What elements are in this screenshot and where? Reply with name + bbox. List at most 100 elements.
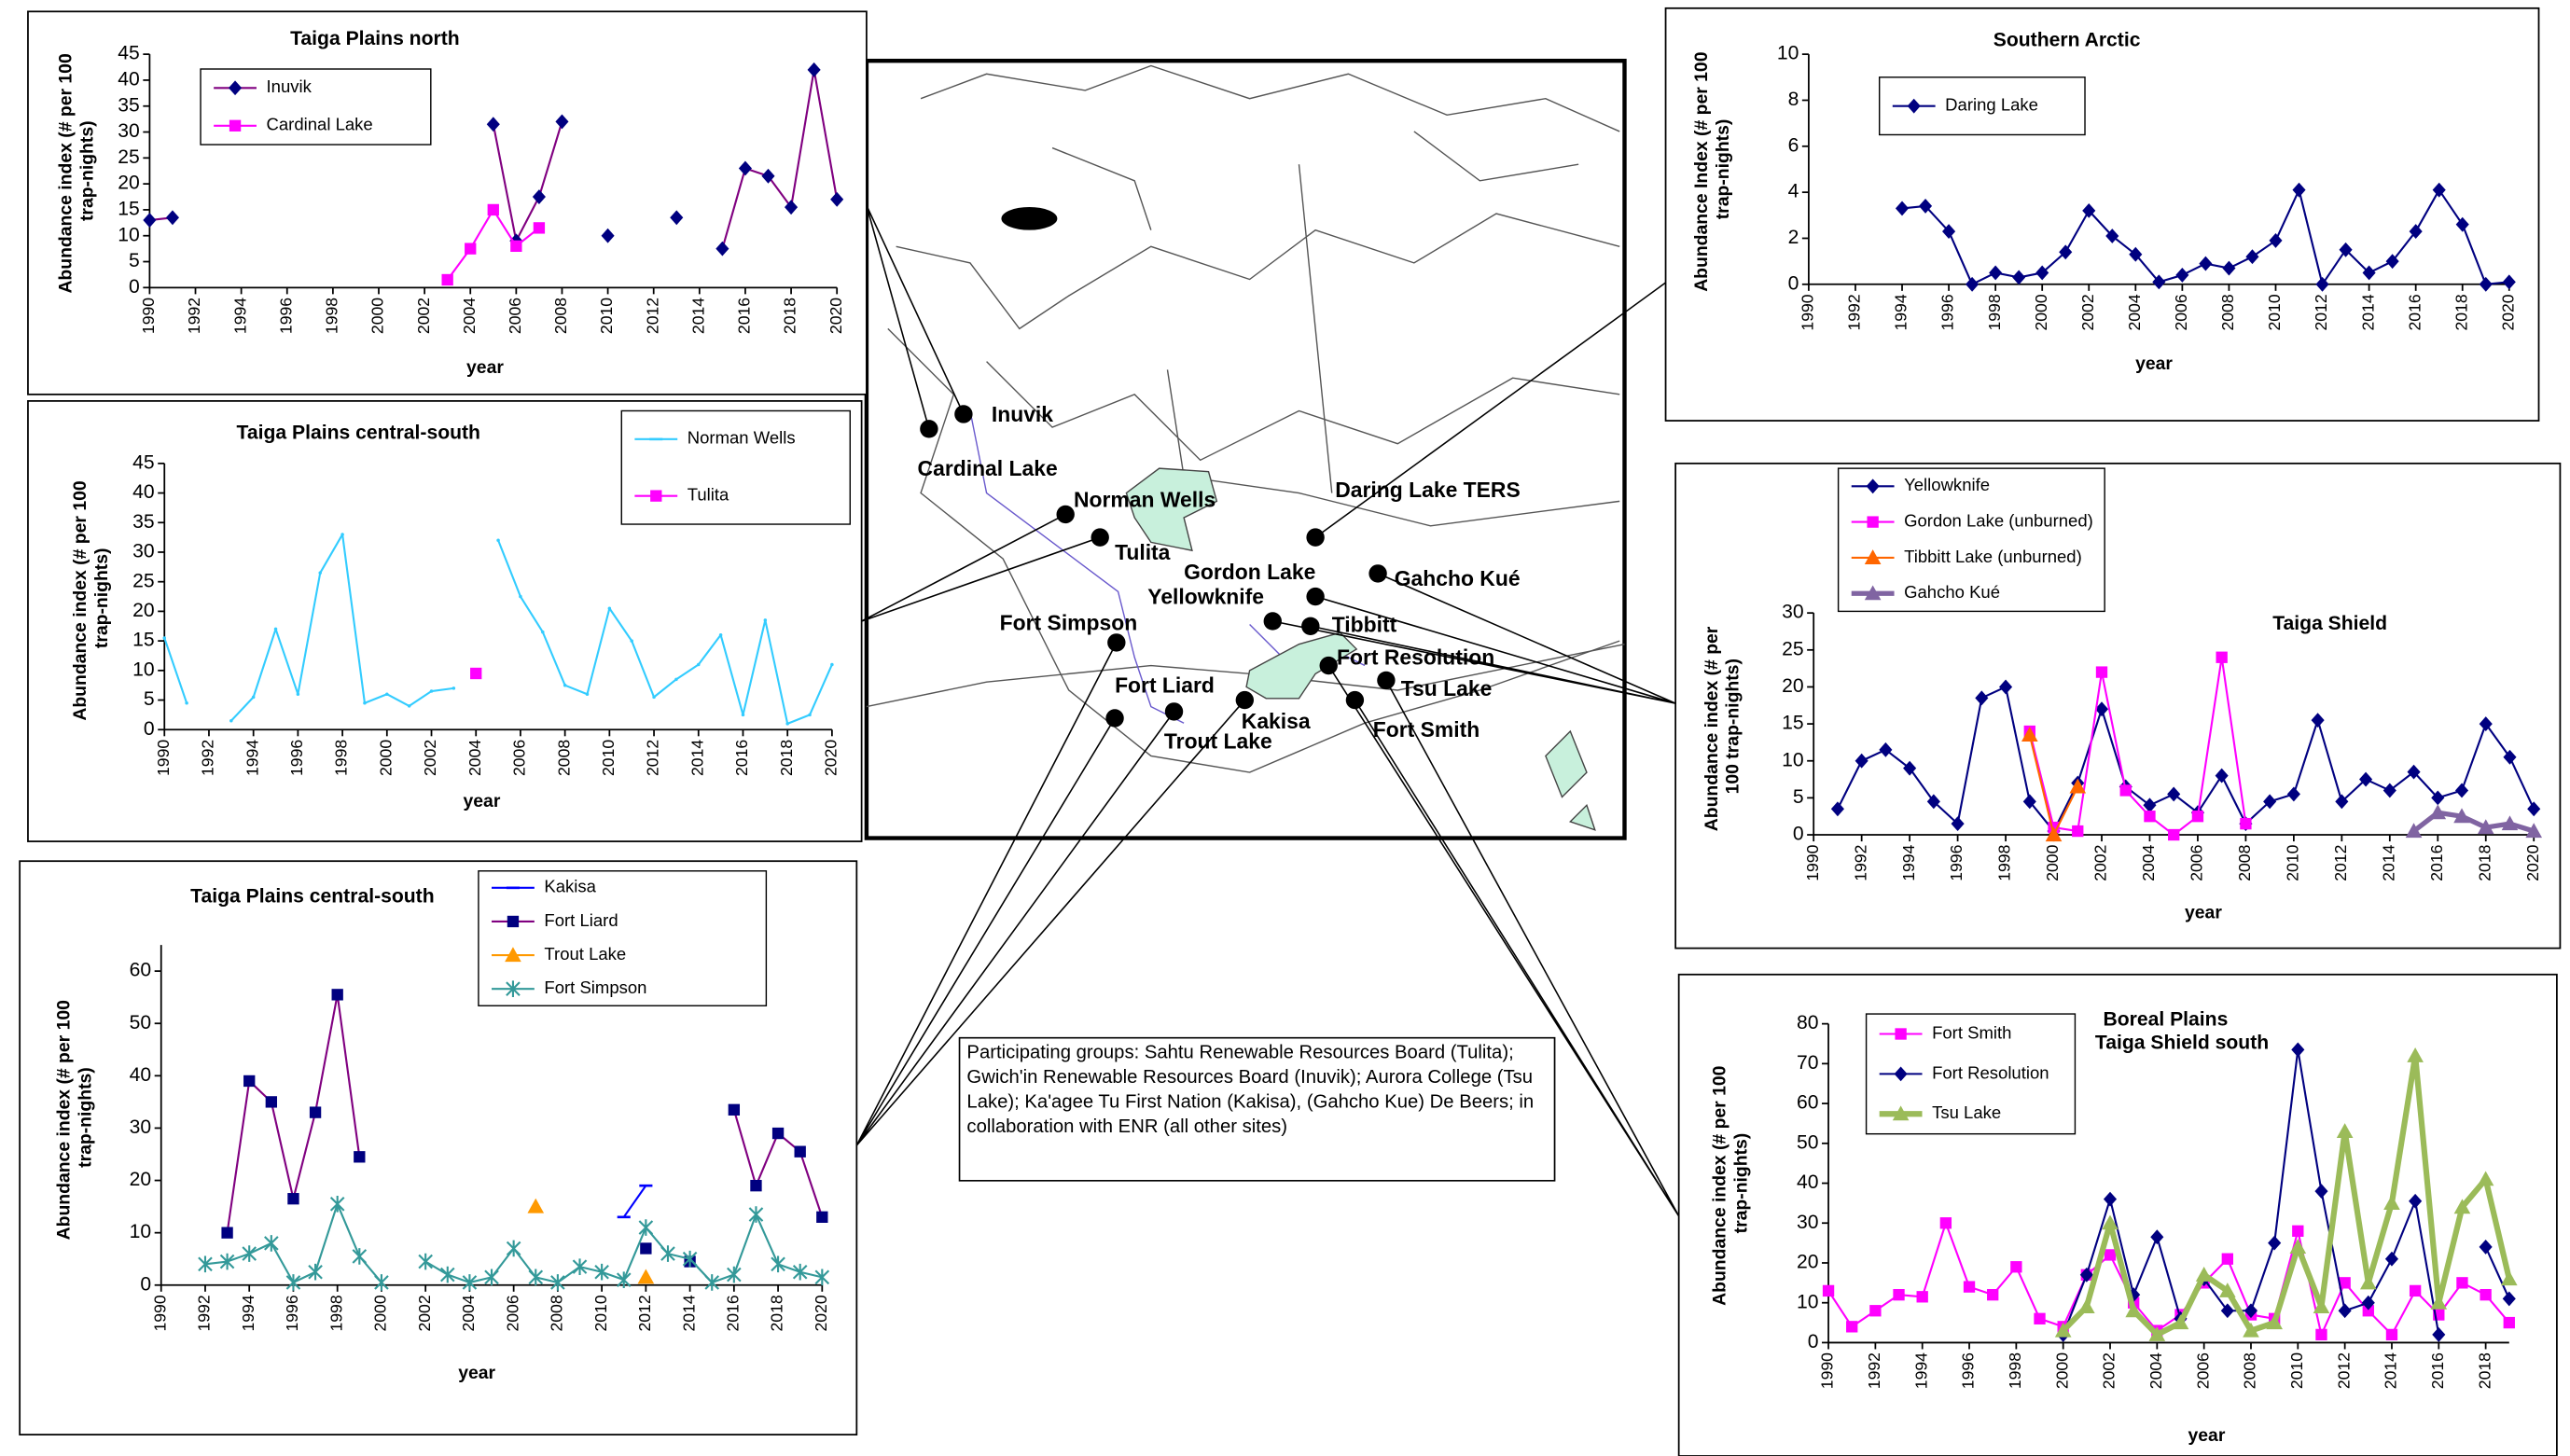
chart: 0 5 10 15 20 25 30 1990 1992 1994 1996 1998 2000 2002… bbox=[1674, 462, 2562, 950]
marker bbox=[2054, 1322, 2072, 1338]
marker bbox=[441, 273, 453, 286]
marker bbox=[1895, 1028, 1907, 1040]
marker bbox=[550, 1274, 565, 1291]
marker bbox=[528, 1269, 544, 1286]
chart-frame bbox=[27, 10, 868, 395]
x-axis-label: year bbox=[2188, 1425, 2226, 1446]
x-tick-label: 2008 bbox=[548, 1295, 566, 1331]
y-tick-label: 70 bbox=[1797, 1052, 1819, 1074]
point bbox=[229, 718, 233, 723]
x-tick-label: 2008 bbox=[2241, 1352, 2259, 1389]
y-tick-label: 10 bbox=[132, 659, 155, 680]
x-tick-label: 1990 bbox=[154, 740, 173, 776]
y-tick-label: 30 bbox=[1782, 602, 1804, 623]
marker bbox=[2191, 811, 2204, 823]
y-axis-label: Abundance Index (# per 100 trap-nights) bbox=[1691, 47, 1733, 292]
x-tick-label: 2000 bbox=[2043, 844, 2062, 881]
marker bbox=[2045, 826, 2063, 842]
marker bbox=[1975, 690, 1989, 706]
marker bbox=[2382, 783, 2396, 798]
x-tick-label: 2020 bbox=[2498, 294, 2517, 330]
marker bbox=[2266, 1314, 2283, 1330]
site-label: Cardinal Lake bbox=[918, 456, 1058, 480]
x-tick-label: 2002 bbox=[415, 1295, 434, 1331]
point bbox=[296, 692, 300, 696]
marker bbox=[1907, 98, 1921, 114]
x-tick-label: 2018 bbox=[2475, 844, 2494, 881]
marker bbox=[2010, 1261, 2022, 1273]
marker bbox=[2125, 1302, 2142, 1318]
site-dot bbox=[1164, 702, 1184, 721]
x-tick-label: 2016 bbox=[732, 740, 751, 776]
y-axis-label-line: Abundance index (# per 100 bbox=[70, 476, 90, 721]
marker bbox=[2069, 778, 2087, 794]
x-tick-label: 2018 bbox=[781, 298, 799, 334]
y-tick-label: 10 bbox=[1777, 43, 1799, 64]
marker bbox=[2168, 828, 2180, 841]
marker bbox=[309, 1106, 322, 1118]
site-dot bbox=[1107, 633, 1126, 652]
marker bbox=[1893, 1288, 1905, 1301]
x-tick-label: 1992 bbox=[199, 740, 217, 776]
y-tick-label: 8 bbox=[1788, 89, 1799, 110]
site-label: Daring Lake TERS bbox=[1335, 478, 1520, 502]
x-tick-label: 2010 bbox=[591, 1295, 610, 1331]
y-tick-label: 5 bbox=[1793, 786, 1804, 808]
y-tick-label: 15 bbox=[132, 630, 155, 651]
chart-title: Taiga Plains central-south bbox=[190, 886, 434, 908]
x-tick-label: 1994 bbox=[239, 1295, 257, 1331]
marker bbox=[439, 1266, 455, 1283]
x-tick-label: 2004 bbox=[460, 298, 479, 334]
marker bbox=[1879, 742, 1893, 757]
marker bbox=[727, 1266, 742, 1283]
site-label: Fort Smith bbox=[1373, 717, 1479, 742]
chart: 0 10 20 30 40 50 60 70 80 1990 1992 1994 1996 1998 200… bbox=[1677, 973, 2558, 1456]
y-tick-label: 0 bbox=[140, 1273, 151, 1295]
legend-frame bbox=[200, 68, 432, 146]
y-tick-label: 0 bbox=[1788, 272, 1799, 294]
x-tick-label: 2018 bbox=[777, 740, 796, 776]
marker bbox=[2311, 713, 2325, 728]
x-axis-label: year bbox=[2135, 354, 2173, 374]
marker bbox=[264, 1235, 279, 1252]
x-tick-label: 2006 bbox=[2188, 844, 2206, 881]
marker bbox=[2359, 1274, 2377, 1290]
marker bbox=[1830, 801, 1844, 817]
map-lines bbox=[866, 64, 1625, 773]
y-tick-label: 0 bbox=[129, 276, 140, 298]
x-tick-label: 2010 bbox=[2287, 1352, 2306, 1389]
legend-label: Daring Lake bbox=[1945, 95, 2038, 115]
marker bbox=[704, 1274, 720, 1291]
y-axis-label-line: Abundance index (# per 100 bbox=[54, 995, 75, 1241]
marker bbox=[728, 1103, 741, 1116]
site-dot bbox=[1306, 587, 1325, 606]
site-label: Gordon Lake bbox=[1184, 560, 1315, 584]
x-tick-label: 1990 bbox=[150, 1295, 169, 1331]
y-axis-label-line: Abundance Index (# per 100 bbox=[1691, 47, 1712, 292]
marker bbox=[229, 119, 242, 132]
marker bbox=[2240, 817, 2252, 830]
marker bbox=[2078, 1298, 2095, 1314]
point bbox=[763, 618, 768, 622]
y-tick-label: 0 bbox=[1793, 824, 1804, 845]
marker bbox=[2245, 249, 2259, 265]
site-dot bbox=[1105, 709, 1124, 728]
chart-title: Southern Arctic bbox=[1993, 30, 2141, 51]
point bbox=[785, 722, 789, 726]
x-tick-label: 2016 bbox=[2405, 294, 2424, 330]
x-tick-label: 2002 bbox=[421, 740, 439, 776]
marker bbox=[2105, 229, 2119, 243]
marker bbox=[1867, 516, 1879, 528]
marker bbox=[507, 915, 520, 928]
x-tick-label: 1994 bbox=[230, 298, 249, 334]
series-line bbox=[622, 1185, 647, 1218]
x-tick-label: 1992 bbox=[1865, 1352, 1883, 1389]
marker bbox=[2221, 1253, 2233, 1265]
x-axis-label: year bbox=[2185, 903, 2222, 923]
x-tick-label: 2004 bbox=[465, 740, 484, 776]
marker bbox=[638, 1219, 654, 1236]
point bbox=[652, 695, 656, 700]
point bbox=[630, 639, 633, 643]
marker bbox=[640, 1242, 652, 1255]
point bbox=[185, 700, 188, 705]
